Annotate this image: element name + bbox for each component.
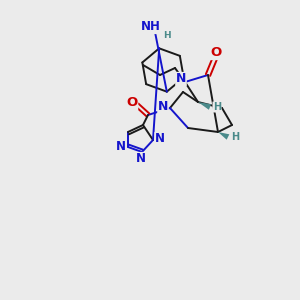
- Polygon shape: [218, 132, 229, 140]
- Text: H: H: [231, 132, 239, 142]
- Text: N: N: [176, 73, 186, 85]
- Text: H: H: [163, 31, 171, 40]
- Text: N: N: [158, 100, 168, 113]
- Text: H: H: [213, 102, 221, 112]
- Text: N: N: [136, 152, 146, 166]
- Text: N: N: [155, 133, 165, 146]
- Text: O: O: [210, 46, 222, 59]
- Text: N: N: [116, 140, 126, 152]
- Text: NH: NH: [141, 20, 161, 34]
- Text: O: O: [126, 97, 138, 110]
- Polygon shape: [198, 102, 211, 110]
